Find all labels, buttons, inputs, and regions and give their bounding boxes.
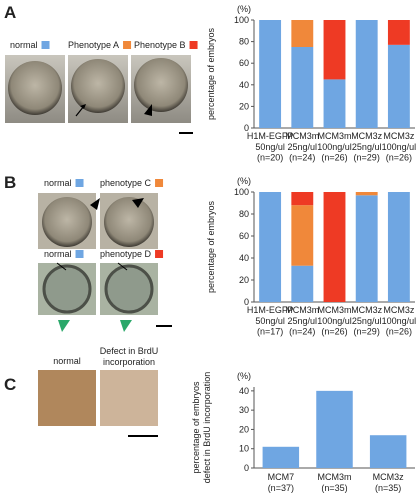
y-tick-label: 0 bbox=[244, 123, 249, 133]
bar bbox=[369, 435, 407, 468]
bar-segment bbox=[323, 20, 346, 80]
legend-label: normal bbox=[44, 249, 72, 259]
y-tick-label: 60 bbox=[239, 58, 249, 68]
bar-segment bbox=[355, 20, 378, 128]
bar-segment bbox=[387, 44, 410, 129]
y-axis-label: percentage of embryos bbox=[206, 200, 216, 293]
bar-segment bbox=[291, 265, 314, 302]
bar-segment bbox=[291, 20, 314, 47]
bar-segment bbox=[355, 195, 378, 302]
bar-segment bbox=[291, 47, 314, 128]
bar-segment bbox=[291, 192, 314, 206]
y-tick-label: 80 bbox=[239, 209, 249, 219]
bar-segment bbox=[259, 20, 282, 128]
bar-segment bbox=[323, 192, 346, 302]
image-label: Defect in BrdU incorporation bbox=[100, 346, 159, 367]
y-tick-label: 40 bbox=[239, 386, 249, 396]
bar-segment bbox=[387, 192, 410, 302]
x-tick-label: MCM3z (n=35) bbox=[373, 472, 404, 493]
y-tick-label: 60 bbox=[239, 231, 249, 241]
bar-segment bbox=[387, 20, 410, 45]
bar bbox=[316, 390, 353, 468]
photos-b bbox=[38, 193, 172, 332]
legend-swatch bbox=[189, 41, 198, 49]
panel-label: B bbox=[4, 173, 16, 192]
legend-swatch bbox=[155, 179, 164, 187]
bar bbox=[262, 446, 300, 468]
bar-segment bbox=[323, 79, 346, 128]
panel-label: A bbox=[4, 3, 16, 22]
y-tick-label: 100 bbox=[234, 187, 249, 197]
y-tick-label: 10 bbox=[239, 444, 249, 454]
y-tick-label: 40 bbox=[239, 253, 249, 263]
legend-label: phenotype C bbox=[100, 178, 152, 188]
legend-swatch bbox=[75, 179, 84, 187]
legend-label: normal bbox=[10, 40, 38, 50]
legend-label: Phenotype B bbox=[134, 40, 186, 50]
y-unit: (%) bbox=[237, 4, 251, 14]
y-tick-label: 0 bbox=[244, 463, 249, 473]
y-tick-label: 30 bbox=[239, 405, 249, 415]
legend-label: phenotype D bbox=[100, 249, 152, 259]
x-tick-label: H1M-EGFP 50ng/ul (n=17) bbox=[247, 305, 294, 337]
photos-a bbox=[5, 55, 193, 134]
y-tick-label: 80 bbox=[239, 37, 249, 47]
y-tick-label: 20 bbox=[239, 424, 249, 434]
x-tick-label: MCM3m 25ng/ul (n=24) bbox=[285, 305, 319, 337]
y-axis-label: percentage of embryos bbox=[206, 27, 216, 120]
legend-swatch bbox=[123, 41, 132, 49]
legend-swatch bbox=[41, 41, 50, 49]
x-tick-label: MCM3z 25ng/ul (n=29) bbox=[351, 305, 382, 337]
x-tick-label: MCM3m (n=35) bbox=[318, 472, 352, 493]
panel-label: C bbox=[4, 375, 16, 394]
x-tick-label: MCM3m 100ng/ul (n=26) bbox=[317, 131, 352, 163]
x-tick-label: MCM7 (n=37) bbox=[268, 472, 295, 493]
image-label: normal bbox=[53, 356, 81, 366]
y-tick-label: 100 bbox=[234, 15, 249, 25]
x-tick-label: MCM3z 100ng/ul (n=26) bbox=[382, 305, 417, 337]
legend-label: Phenotype A bbox=[68, 40, 119, 50]
y-unit: (%) bbox=[237, 176, 251, 186]
y-tick-label: 0 bbox=[244, 297, 249, 307]
y-tick-label: 20 bbox=[239, 275, 249, 285]
y-tick-label: 20 bbox=[239, 101, 249, 111]
legend-swatch bbox=[75, 250, 84, 258]
y-tick-label: 40 bbox=[239, 80, 249, 90]
x-tick-label: MCM3m 25ng/ul (n=24) bbox=[285, 131, 319, 163]
photos-c bbox=[38, 370, 158, 437]
bar-segment bbox=[355, 192, 378, 196]
bar-segment bbox=[291, 205, 314, 266]
bar-segment bbox=[259, 192, 282, 302]
legend-swatch bbox=[155, 250, 164, 258]
y-axis-label: percentage of embryosdefect in BrdU inco… bbox=[191, 372, 212, 484]
x-tick-label: MCM3z 100ng/ul (n=26) bbox=[382, 131, 417, 163]
legend-label: normal bbox=[44, 178, 72, 188]
x-tick-label: MCM3m 100ng/ul (n=26) bbox=[317, 305, 352, 337]
x-tick-label: MCM3z 25ng/ul (n=29) bbox=[351, 131, 382, 163]
x-tick-label: H1M-EGFP 50ng/ul (n=20) bbox=[247, 131, 294, 163]
y-unit: (%) bbox=[237, 371, 251, 381]
